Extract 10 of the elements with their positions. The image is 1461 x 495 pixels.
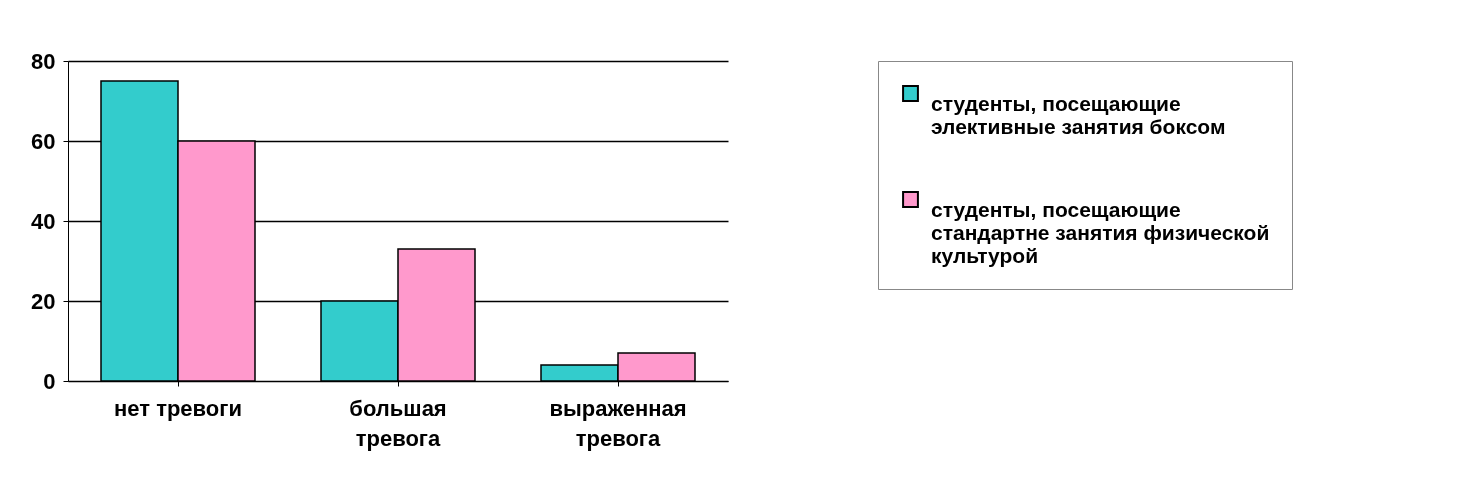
x-tick-label: выраженная тревога (549, 395, 687, 451)
legend-label: студенты, посещающие стандартне занятия физической культурой (931, 197, 1270, 267)
y-tick-label: 20 (31, 288, 56, 314)
y-tick-label: 80 (31, 48, 56, 74)
y-tick-label: 0 (43, 368, 56, 394)
y-tick-label: 60 (31, 128, 56, 154)
x-tick-label: нет тревоги (114, 395, 242, 421)
x-tick-label: большая тревога (349, 395, 447, 451)
y-tick-label: 40 (31, 208, 56, 234)
legend-label: студенты, посещающие элективные занятия боксом (931, 91, 1226, 138)
